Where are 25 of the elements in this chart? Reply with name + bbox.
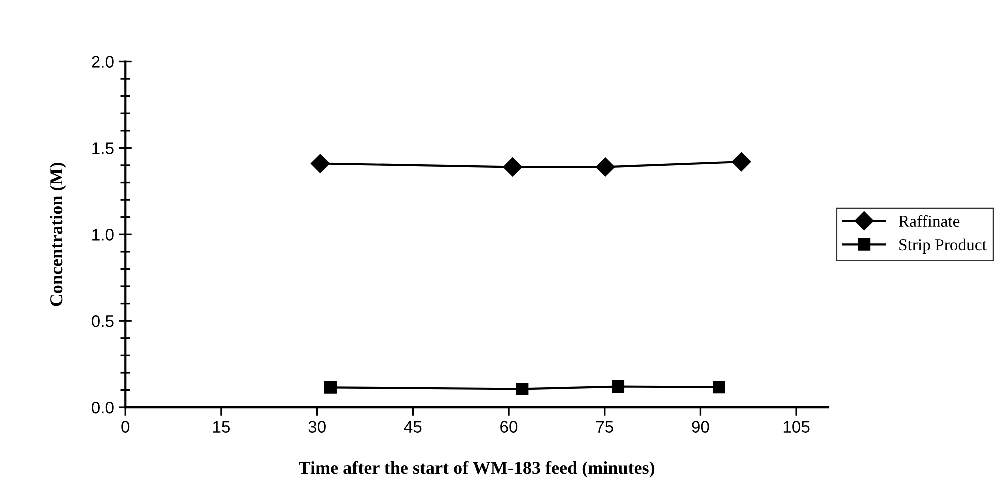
point: [310, 154, 330, 174]
x-tick-label: 30: [308, 421, 326, 433]
point: [732, 152, 752, 172]
y-tick-label: 0.0: [92, 402, 114, 414]
x-tick-label: 45: [404, 421, 422, 433]
y-axis-title: Concentration (M): [50, 162, 66, 306]
y-tick-label: 2.0: [92, 56, 114, 68]
point: [596, 158, 616, 177]
point: [712, 381, 726, 394]
point: [503, 158, 522, 177]
x-tick-label: 60: [500, 421, 518, 433]
x-tick-label: 90: [692, 421, 710, 433]
point: [516, 382, 529, 396]
y-tick-label: 1.5: [92, 142, 114, 154]
legend-label: Raffinate: [898, 215, 960, 228]
y-tick-label: 0.5: [92, 316, 114, 328]
x-tick-label: 105: [784, 421, 810, 433]
point: [324, 381, 337, 394]
x-tick-label: 75: [596, 421, 614, 433]
y-tick-label: 1.0: [92, 229, 114, 241]
point: [612, 380, 625, 394]
x-tick-label: 15: [213, 421, 230, 433]
x-axis-title: Time after the start of WM-183 feed (minutes): [299, 461, 655, 478]
x-tick-label: 0: [122, 421, 130, 433]
legend-label: Strip Product: [900, 238, 987, 254]
